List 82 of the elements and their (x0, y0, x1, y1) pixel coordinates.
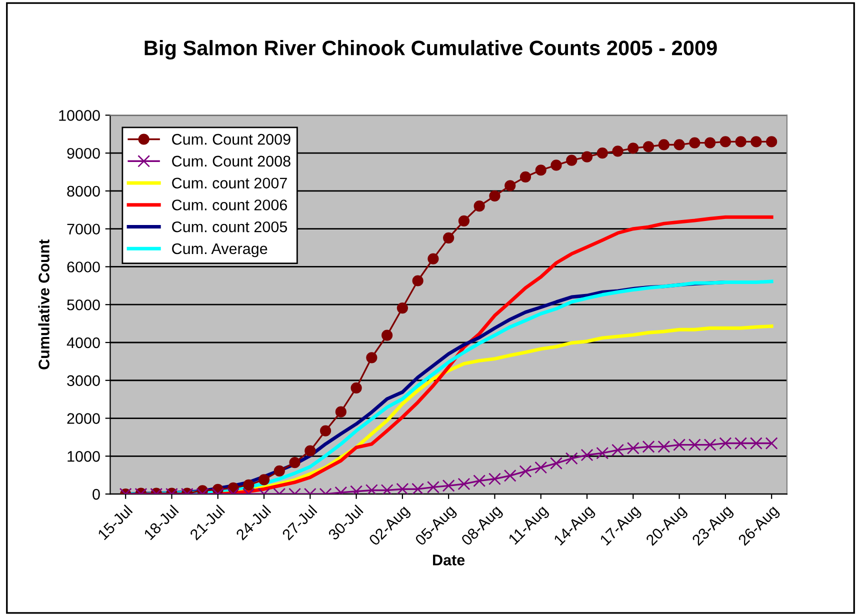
point (428, 253, 439, 264)
point (658, 440, 670, 453)
point (365, 484, 378, 494)
y-tick-label: 0 (92, 488, 100, 500)
y-tick-label: 4000 (66, 337, 100, 348)
point (458, 478, 470, 490)
point (704, 438, 716, 452)
y-tick-label: 6000 (67, 262, 100, 272)
y-tick-label: 10000 (59, 110, 100, 121)
point (642, 141, 654, 152)
point (488, 472, 501, 486)
y-tick-label: 7000 (67, 224, 100, 235)
point (396, 302, 408, 314)
point (443, 232, 454, 244)
point (750, 136, 762, 148)
point (243, 479, 254, 490)
point (274, 465, 285, 476)
point (335, 406, 346, 418)
point (596, 148, 608, 159)
point (412, 482, 424, 494)
point (658, 139, 670, 150)
legend-label: Cum. count 2006 (172, 200, 287, 210)
point (673, 438, 686, 452)
point (704, 137, 716, 148)
point (442, 479, 455, 492)
legend-label: Cum. count 2005 (172, 221, 288, 232)
point (612, 444, 624, 456)
point (720, 136, 731, 148)
point (519, 465, 532, 478)
y-tick-label: 5000 (67, 299, 100, 310)
point (596, 446, 609, 460)
point (520, 171, 532, 182)
y-tick-label: 3000 (67, 375, 100, 386)
point (504, 469, 516, 482)
point (674, 139, 685, 150)
point (719, 437, 732, 450)
point (289, 457, 300, 468)
y-tick-label: 2000 (67, 413, 100, 424)
point (504, 180, 516, 192)
point (304, 445, 316, 456)
y-tick-label: 8000 (67, 186, 100, 197)
legend-label: Cum. count 2007 (172, 178, 287, 189)
point (473, 474, 486, 488)
point (258, 474, 270, 486)
point (535, 164, 546, 176)
chart-title: Big Salmon River Chinook Cumulative Counts 2005 - 2009 (144, 40, 717, 60)
point (628, 142, 639, 154)
point (534, 461, 548, 474)
point (412, 275, 424, 286)
x-axis-title: Date (433, 554, 465, 566)
point (474, 200, 485, 212)
point (626, 442, 640, 454)
legend-label: Cum. Average (172, 243, 268, 258)
point (735, 136, 746, 148)
point (396, 482, 409, 494)
point (382, 330, 393, 341)
point (766, 136, 778, 148)
y-axis-title: Cumulative Count (38, 239, 50, 370)
point (550, 457, 562, 470)
point (380, 484, 394, 494)
y-tick-label: 9000 (67, 148, 100, 159)
point (550, 160, 562, 171)
legend-label: Cum. Count 2009 (172, 134, 290, 145)
point (366, 352, 378, 364)
point (750, 437, 762, 450)
point (458, 215, 470, 226)
point (320, 425, 332, 436)
point (688, 438, 701, 452)
point (580, 448, 594, 462)
point (426, 480, 440, 494)
point (734, 437, 748, 450)
point (642, 440, 655, 453)
point (565, 452, 578, 465)
point (612, 146, 624, 157)
point (489, 190, 500, 202)
point (689, 137, 700, 148)
point (765, 437, 778, 450)
y-tick-label: 1000 (68, 451, 100, 462)
legend-label: Cum. Count 2008 (172, 156, 290, 167)
point (350, 382, 362, 394)
point (566, 154, 578, 166)
point (581, 151, 593, 162)
